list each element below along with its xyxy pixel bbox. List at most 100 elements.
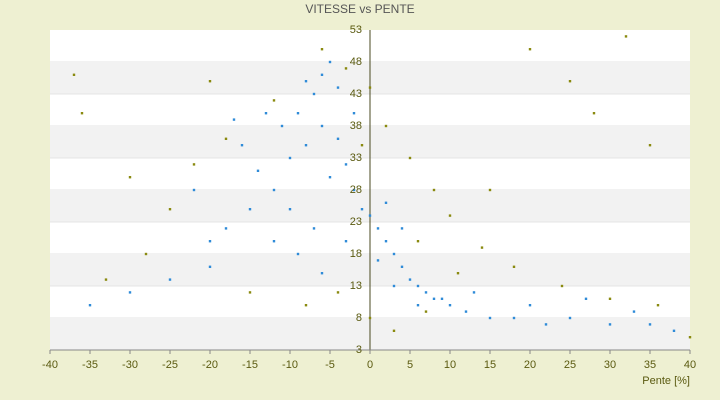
scatter-point bbox=[528, 304, 532, 307]
scatter-point bbox=[528, 48, 532, 51]
scatter-point bbox=[168, 278, 172, 281]
scatter-point bbox=[392, 329, 396, 332]
scatter-point bbox=[272, 188, 276, 192]
scatter-point bbox=[128, 291, 132, 294]
x-tick-label: -30 bbox=[122, 359, 138, 371]
scatter-point bbox=[168, 208, 172, 211]
scatter-point bbox=[320, 73, 324, 76]
x-tick-label: -25 bbox=[162, 359, 178, 371]
x-tick-label: 0 bbox=[367, 359, 373, 371]
scatter-point bbox=[512, 316, 516, 320]
scatter-point bbox=[376, 259, 380, 262]
scatter-point bbox=[304, 144, 308, 147]
scatter-point bbox=[320, 48, 324, 51]
scatter-point bbox=[368, 214, 372, 217]
scatter-point bbox=[416, 304, 420, 307]
scatter-point bbox=[376, 227, 380, 230]
scatter-point bbox=[88, 304, 92, 307]
scatter-point bbox=[624, 35, 628, 38]
x-tick-label: 30 bbox=[604, 359, 616, 371]
scatter-point bbox=[456, 272, 460, 275]
scatter-point bbox=[192, 163, 196, 166]
scatter-point bbox=[312, 227, 316, 230]
scatter-point bbox=[416, 240, 420, 243]
scatter-point bbox=[512, 265, 516, 268]
scatter-point bbox=[104, 278, 108, 281]
scatter-point bbox=[352, 112, 356, 115]
y-tick-label: 33 bbox=[350, 152, 362, 164]
x-tick-label: -20 bbox=[202, 359, 218, 371]
scatter-point bbox=[336, 86, 340, 89]
scatter-point bbox=[352, 188, 356, 192]
scatter-point bbox=[312, 92, 316, 96]
scatter-point bbox=[208, 240, 212, 243]
scatter-point bbox=[328, 60, 332, 64]
scatter-point bbox=[672, 329, 676, 332]
scatter-point bbox=[648, 144, 652, 147]
x-tick-label: 5 bbox=[407, 359, 413, 371]
y-tick-label: 8 bbox=[356, 312, 362, 324]
scatter-point bbox=[328, 176, 332, 179]
scatter-point bbox=[448, 304, 452, 307]
y-tick-label: 18 bbox=[350, 248, 362, 260]
scatter-point bbox=[584, 297, 588, 300]
scatter-point bbox=[288, 208, 292, 211]
scatter-point bbox=[304, 304, 308, 307]
x-tick-label: -35 bbox=[82, 359, 98, 371]
scatter-point bbox=[448, 214, 452, 217]
scatter-point bbox=[424, 291, 428, 294]
scatter-point bbox=[400, 265, 404, 268]
y-tick-label: 13 bbox=[350, 280, 362, 292]
scatter-point bbox=[320, 124, 324, 128]
scatter-point bbox=[144, 252, 148, 256]
scatter-point bbox=[360, 208, 364, 211]
scatter-point bbox=[128, 176, 132, 179]
scatter-point bbox=[224, 137, 228, 140]
x-tick-label: 35 bbox=[644, 359, 656, 371]
scatter-point bbox=[568, 80, 572, 83]
scatter-point bbox=[688, 336, 692, 339]
scatter-point bbox=[656, 304, 660, 307]
scatter-point bbox=[472, 291, 476, 294]
scatter-point bbox=[304, 80, 308, 83]
scatter-point bbox=[336, 291, 340, 294]
scatter-point bbox=[296, 112, 300, 115]
scatter-point bbox=[224, 227, 228, 230]
x-tick-label: -15 bbox=[242, 359, 258, 371]
scatter-point bbox=[208, 80, 212, 83]
scatter-point bbox=[272, 99, 276, 102]
scatter-point bbox=[408, 278, 412, 281]
scatter-point bbox=[488, 316, 492, 320]
scatter-point bbox=[248, 208, 252, 211]
scatter-point bbox=[568, 316, 572, 320]
scatter-point bbox=[464, 310, 468, 313]
scatter-point bbox=[488, 188, 492, 192]
scatter-point bbox=[608, 297, 612, 300]
x-tick-label: 40 bbox=[684, 359, 696, 371]
scatter-point bbox=[192, 188, 196, 192]
scatter-point bbox=[424, 310, 428, 313]
x-tick-label: -10 bbox=[282, 359, 298, 371]
scatter-point bbox=[248, 291, 252, 294]
scatter-point bbox=[416, 284, 420, 288]
scatter-point bbox=[264, 112, 268, 115]
x-tick-label: -5 bbox=[325, 359, 335, 371]
x-tick-label: 10 bbox=[444, 359, 456, 371]
scatter-point bbox=[240, 144, 244, 147]
y-tick-label: 3 bbox=[356, 344, 362, 356]
scatter-point bbox=[384, 124, 388, 128]
scatter-point bbox=[232, 118, 236, 121]
scatter-point bbox=[272, 240, 276, 243]
x-tick-label: 20 bbox=[524, 359, 536, 371]
scatter-point bbox=[320, 272, 324, 275]
scatter-point bbox=[80, 112, 84, 115]
chart-title: VITESSE vs PENTE bbox=[305, 2, 414, 16]
scatter-point bbox=[280, 124, 284, 128]
scatter-point bbox=[384, 240, 388, 243]
scatter-point bbox=[344, 163, 348, 166]
y-tick-label: 53 bbox=[350, 24, 362, 36]
scatter-point bbox=[368, 316, 372, 320]
x-tick-label: -40 bbox=[42, 359, 58, 371]
scatter-point bbox=[432, 297, 436, 300]
